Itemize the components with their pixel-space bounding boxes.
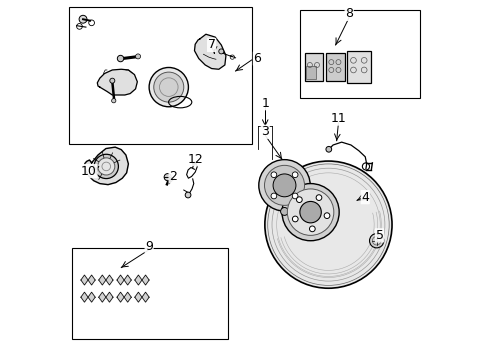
Circle shape <box>280 207 288 215</box>
Text: 9: 9 <box>145 240 153 253</box>
Polygon shape <box>99 292 106 302</box>
Circle shape <box>218 49 224 54</box>
Bar <box>305 66 315 79</box>
Circle shape <box>292 172 297 177</box>
Text: 12: 12 <box>187 153 203 166</box>
Text: 10: 10 <box>81 165 97 177</box>
Circle shape <box>325 147 331 152</box>
Circle shape <box>110 78 115 83</box>
Polygon shape <box>81 292 88 302</box>
Text: 2: 2 <box>169 170 177 183</box>
Circle shape <box>258 159 309 211</box>
Polygon shape <box>97 69 137 95</box>
Bar <box>69 7 251 144</box>
Circle shape <box>117 55 123 62</box>
Text: 5: 5 <box>375 229 383 242</box>
Polygon shape <box>84 147 128 185</box>
Circle shape <box>79 15 87 23</box>
Circle shape <box>270 193 276 199</box>
Polygon shape <box>99 275 106 285</box>
Circle shape <box>264 165 304 205</box>
Circle shape <box>135 54 140 59</box>
Polygon shape <box>106 292 113 302</box>
Bar <box>299 10 419 98</box>
Polygon shape <box>194 34 225 69</box>
Text: 11: 11 <box>330 112 346 125</box>
Circle shape <box>270 172 276 177</box>
Text: 6: 6 <box>253 52 261 65</box>
Bar <box>72 248 227 339</box>
Bar <box>325 53 344 81</box>
Circle shape <box>111 99 116 103</box>
Bar <box>346 51 370 83</box>
Polygon shape <box>117 292 124 302</box>
Circle shape <box>98 158 115 175</box>
Circle shape <box>149 67 188 107</box>
Polygon shape <box>142 292 149 302</box>
Polygon shape <box>135 275 142 285</box>
Polygon shape <box>124 275 131 285</box>
Circle shape <box>272 174 295 197</box>
Circle shape <box>282 184 339 241</box>
Polygon shape <box>135 292 142 302</box>
Circle shape <box>264 161 391 288</box>
Circle shape <box>315 195 321 201</box>
Text: 4: 4 <box>361 191 368 204</box>
Circle shape <box>324 213 329 219</box>
Polygon shape <box>88 275 95 285</box>
Circle shape <box>369 234 383 248</box>
Circle shape <box>164 174 171 181</box>
Polygon shape <box>88 292 95 302</box>
Polygon shape <box>142 275 149 285</box>
Bar <box>304 53 323 81</box>
Circle shape <box>287 189 333 235</box>
Polygon shape <box>117 275 124 285</box>
Polygon shape <box>124 292 131 302</box>
Circle shape <box>153 72 183 102</box>
Circle shape <box>185 192 190 198</box>
Circle shape <box>296 197 302 203</box>
Polygon shape <box>106 275 113 285</box>
Circle shape <box>292 216 298 222</box>
Text: 1: 1 <box>261 97 268 110</box>
Text: 3: 3 <box>261 125 268 138</box>
Circle shape <box>292 193 297 199</box>
Text: 7: 7 <box>207 39 215 51</box>
Polygon shape <box>81 275 88 285</box>
Text: 8: 8 <box>345 8 352 21</box>
Circle shape <box>94 154 118 179</box>
Circle shape <box>299 202 321 223</box>
Circle shape <box>309 226 315 232</box>
